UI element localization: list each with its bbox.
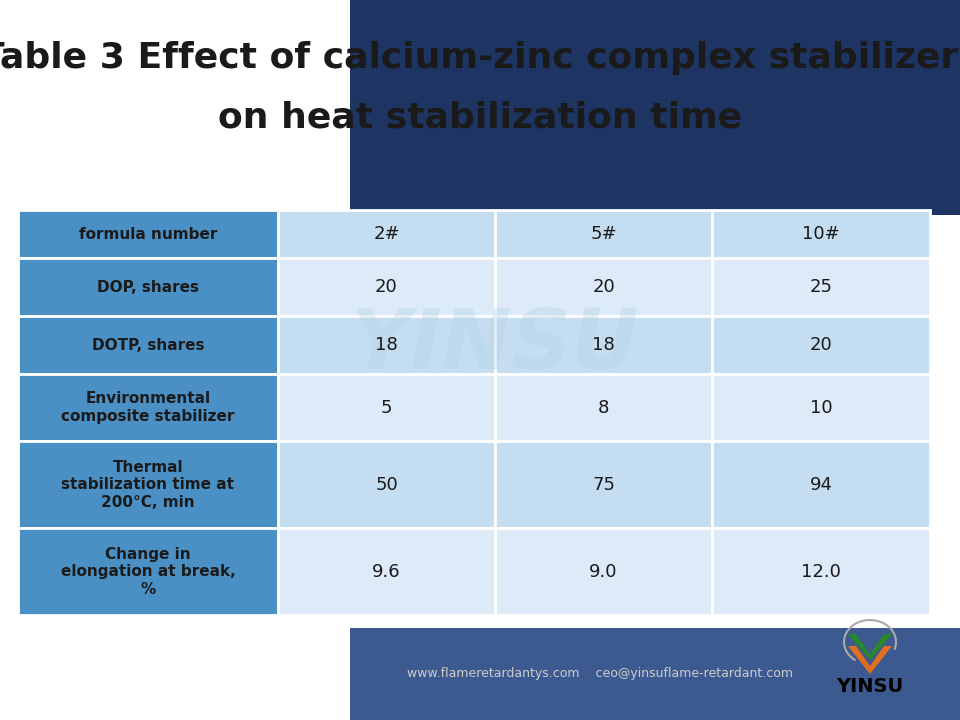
Bar	[278, 258, 495, 316]
Text: DOTP, shares: DOTP, shares	[92, 338, 204, 353]
Bar	[712, 441, 930, 528]
Text: formula number: formula number	[79, 227, 217, 242]
Text: 10#: 10#	[803, 225, 840, 243]
Text: DOP, shares: DOP, shares	[97, 279, 199, 294]
Bar	[350, 628, 960, 720]
Text: Environmental
composite stabilizer: Environmental composite stabilizer	[61, 392, 234, 424]
Bar	[18, 210, 278, 258]
Text: Change in
elongation at break,
%: Change in elongation at break, %	[60, 546, 235, 596]
Bar	[18, 528, 278, 615]
Bar	[18, 374, 278, 441]
Text: 12.0: 12.0	[801, 562, 841, 580]
Text: 18: 18	[375, 336, 397, 354]
Bar	[278, 210, 495, 258]
Text: 50: 50	[375, 476, 397, 494]
Text: on heat stabilization time: on heat stabilization time	[218, 101, 742, 135]
Text: www.flameretardantys.com    ceo@yinsuflame-retardant.com: www.flameretardantys.com ceo@yinsuflame-…	[407, 667, 793, 680]
Bar	[712, 316, 930, 374]
Bar	[712, 528, 930, 615]
Bar	[495, 316, 712, 374]
Text: YINSU: YINSU	[350, 305, 639, 385]
Polygon shape	[848, 646, 892, 674]
Text: 20: 20	[592, 278, 614, 296]
Text: 20: 20	[809, 336, 832, 354]
Text: 5#: 5#	[590, 225, 617, 243]
Text: YINSU: YINSU	[836, 677, 903, 696]
Text: 75: 75	[592, 476, 615, 494]
Bar	[278, 316, 495, 374]
Text: 18: 18	[592, 336, 614, 354]
Text: Table 3 Effect of calcium-zinc complex stabilizers: Table 3 Effect of calcium-zinc complex s…	[0, 41, 960, 75]
Bar	[18, 316, 278, 374]
Bar	[278, 374, 495, 441]
Bar	[495, 258, 712, 316]
Text: 20: 20	[375, 278, 397, 296]
Bar	[495, 210, 712, 258]
Bar	[495, 374, 712, 441]
Text: 9.0: 9.0	[589, 562, 617, 580]
Text: 10: 10	[809, 399, 832, 417]
Bar	[278, 441, 495, 528]
Text: 94: 94	[809, 476, 832, 494]
Text: 25: 25	[809, 278, 832, 296]
Bar	[495, 528, 712, 615]
Bar	[18, 441, 278, 528]
Bar	[712, 258, 930, 316]
Text: 9.6: 9.6	[372, 562, 400, 580]
Polygon shape	[848, 634, 892, 660]
Text: 2#: 2#	[373, 225, 399, 243]
Bar	[18, 258, 278, 316]
Bar	[350, 0, 960, 215]
Bar	[712, 374, 930, 441]
Text: Thermal
stabilization time at
200°C, min: Thermal stabilization time at 200°C, min	[61, 460, 234, 510]
Text: 8: 8	[598, 399, 610, 417]
Bar	[495, 441, 712, 528]
Bar	[712, 210, 930, 258]
Bar	[278, 528, 495, 615]
Text: 5: 5	[381, 399, 393, 417]
